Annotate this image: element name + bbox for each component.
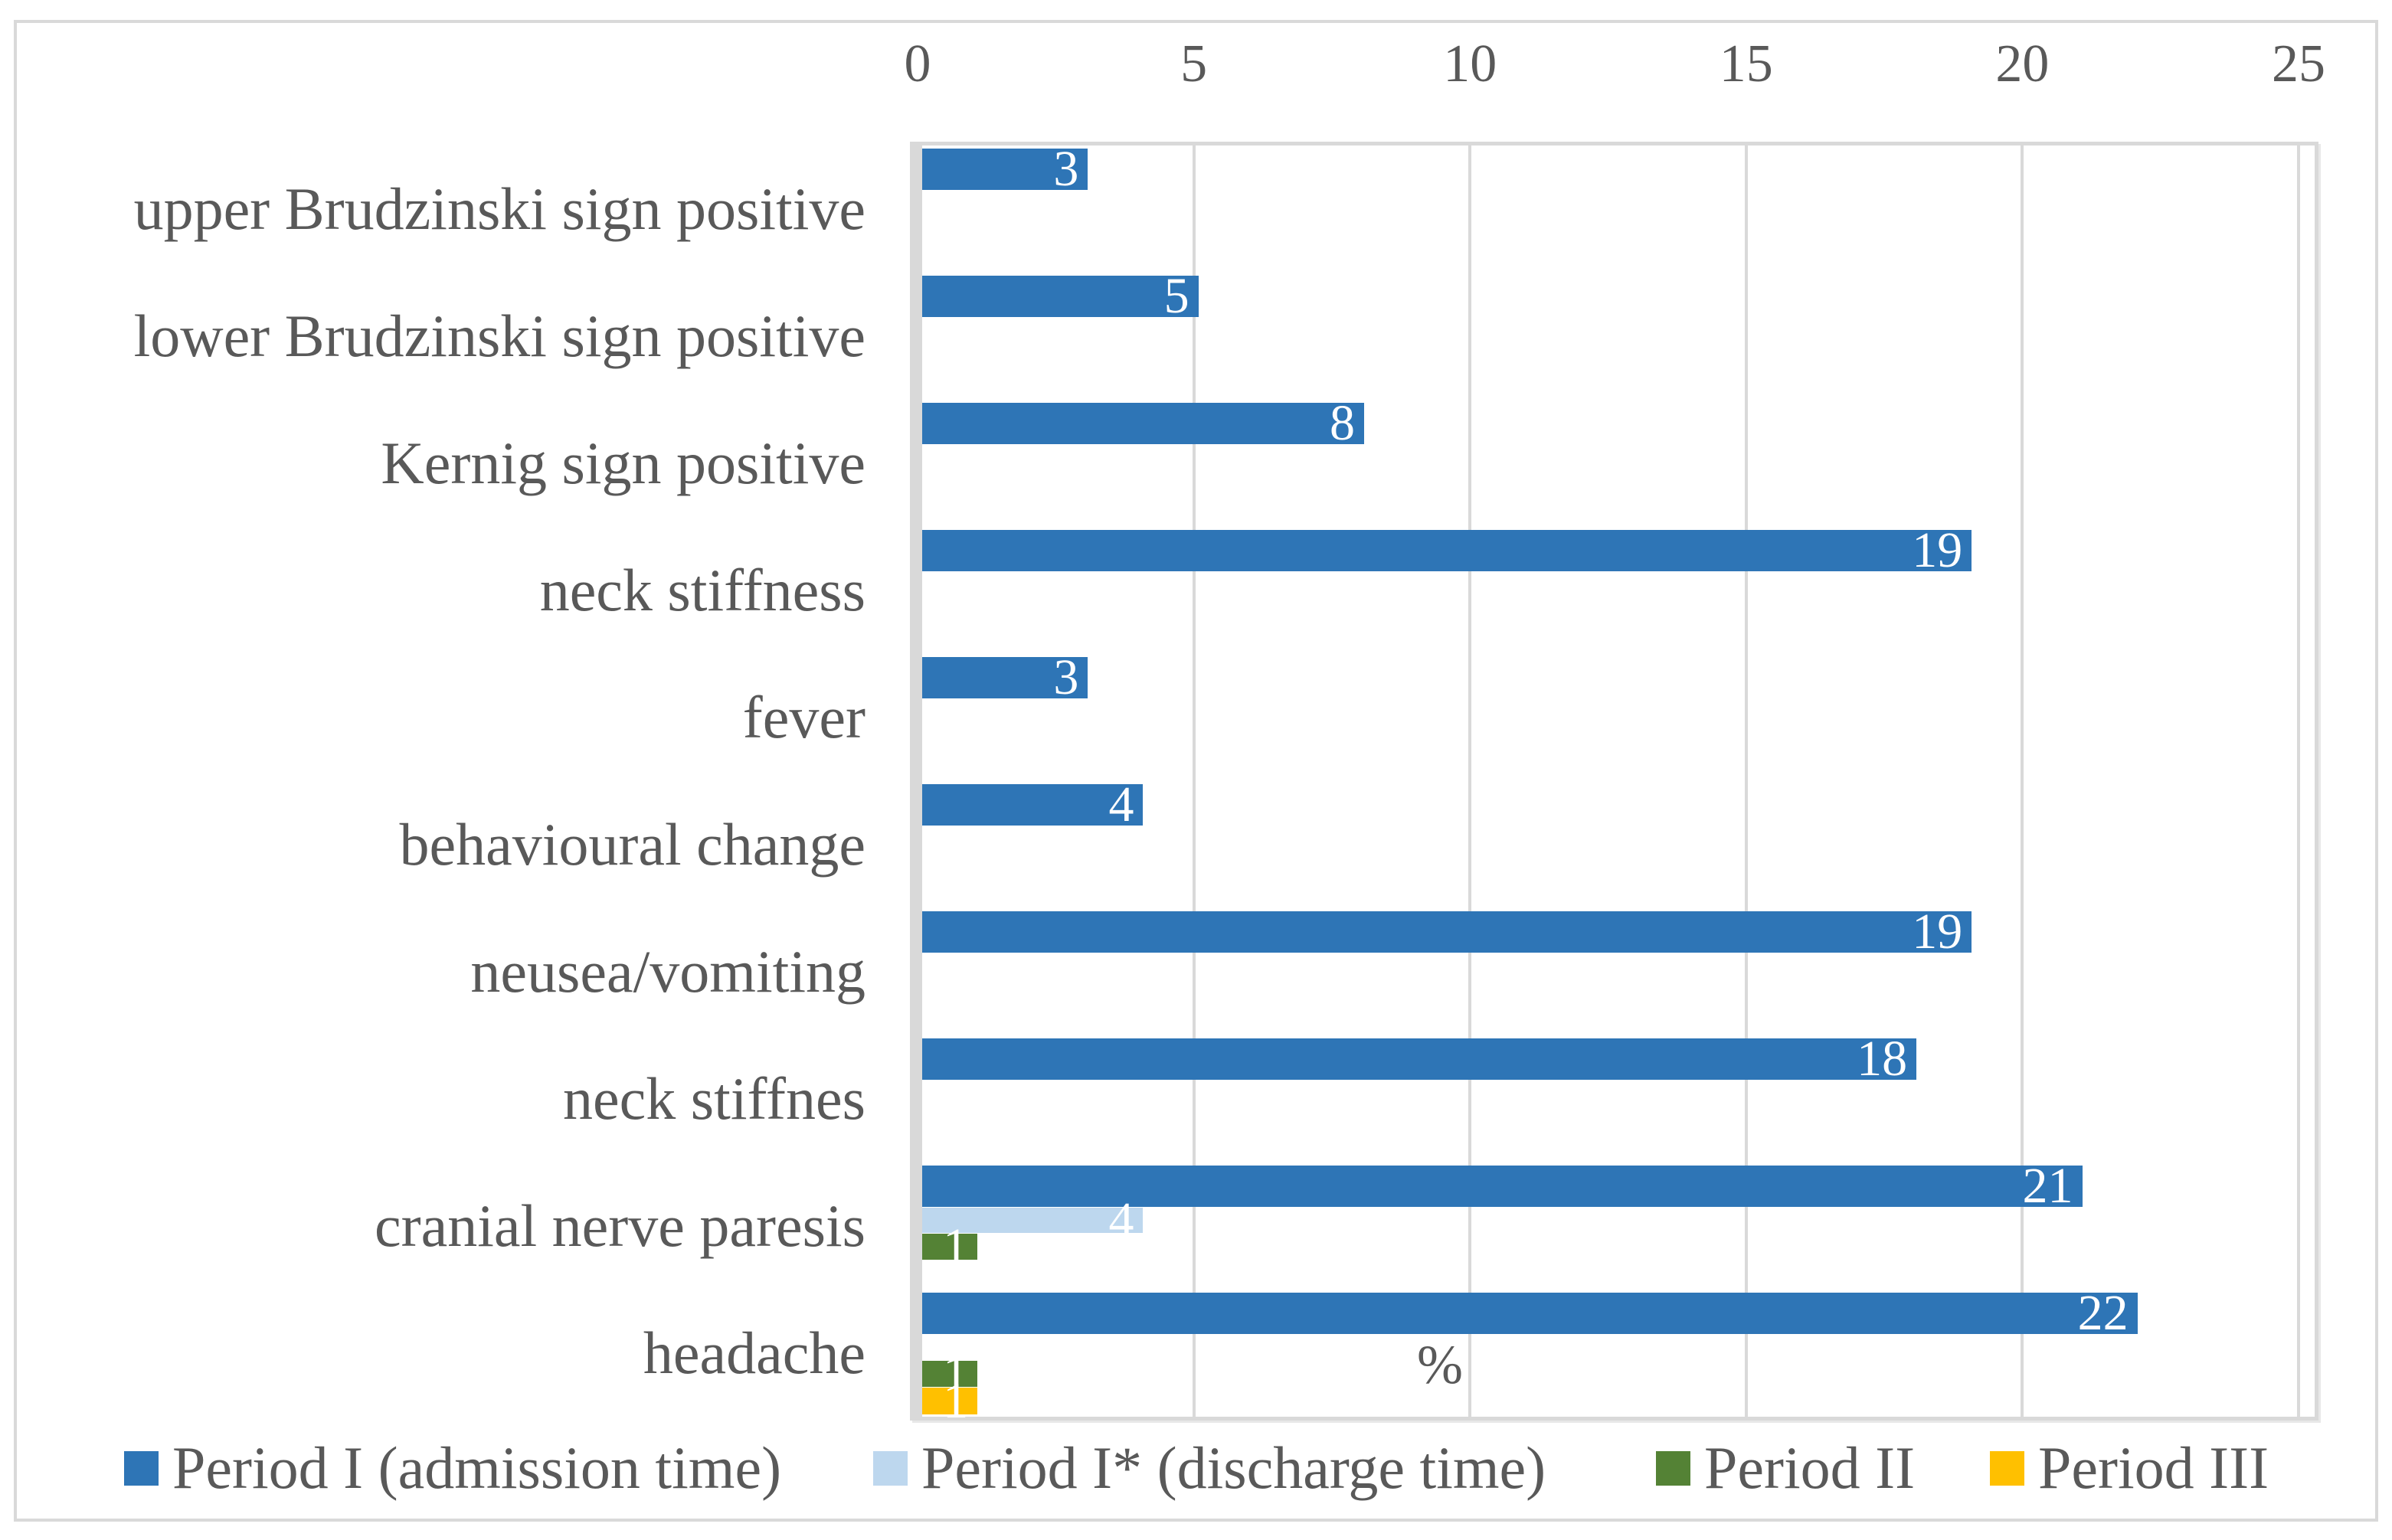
category-label: Kernig sign positive xyxy=(381,430,866,496)
bar-value-label: 3 xyxy=(1053,649,1079,705)
legend-label: Period I (admission time) xyxy=(172,1434,782,1501)
category-label: headache xyxy=(643,1319,866,1386)
legend-item: Period I* (discharge time) xyxy=(873,1434,1546,1501)
bar: 3 xyxy=(922,144,1088,195)
x-axis: 0 5 10 15 20 25 xyxy=(0,28,2392,101)
legend-marker-icon xyxy=(1656,1450,1690,1486)
x-tick: 10 xyxy=(1443,34,1497,93)
category-band: 8 xyxy=(922,398,2315,527)
legend-label: Period I* (discharge time) xyxy=(921,1434,1546,1501)
bar-value-label: 1 xyxy=(943,1372,969,1429)
category-label: cranial nerve paresis xyxy=(375,1192,866,1259)
x-tick: 25 xyxy=(2272,34,2325,93)
category-band: 21 4 1 xyxy=(922,1161,2315,1290)
x-tick: 20 xyxy=(1995,34,2050,93)
category-band: 19 xyxy=(922,907,2315,1035)
bar: 8 xyxy=(922,398,1364,449)
bar: 22 xyxy=(922,1288,2138,1339)
legend-item: Period I (admission time) xyxy=(124,1434,782,1501)
category-label: neusea/vomiting xyxy=(470,938,866,1005)
category-band: 3 xyxy=(922,144,2315,273)
category-label: behavioural change xyxy=(399,811,866,878)
bar: 3 xyxy=(922,652,1088,703)
legend-marker-icon xyxy=(873,1450,908,1486)
x-tick: 15 xyxy=(1719,34,1773,93)
bar-value-label: 22 xyxy=(2077,1285,2129,1341)
gridline xyxy=(1744,145,1748,1417)
legend: Period I (admission time) Period I* (disc… xyxy=(0,1434,2392,1501)
legend-marker-icon xyxy=(124,1450,159,1486)
bar-value-label: 21 xyxy=(2022,1158,2073,1214)
bar: 1 xyxy=(922,1221,978,1272)
gridline xyxy=(2021,145,2024,1417)
category-label: neck stiffnes xyxy=(563,1065,866,1132)
category-band: 5 xyxy=(922,271,2315,400)
x-tick: 0 xyxy=(904,34,931,93)
category-band: 18 xyxy=(922,1034,2315,1162)
bar-value-label: 8 xyxy=(1329,395,1355,451)
x-tick: 5 xyxy=(1180,34,1208,93)
bar: 18 xyxy=(922,1034,1917,1084)
bar: 1 xyxy=(922,1349,978,1399)
bar: 4 xyxy=(922,780,1144,830)
category-label: upper Brudzinski sign positive xyxy=(133,175,866,242)
bar: 19 xyxy=(922,525,1972,576)
category-label: neck stiffness xyxy=(539,557,866,623)
bar: 21 xyxy=(922,1161,2083,1211)
bar-value-label: 3 xyxy=(1053,141,1079,197)
bar-value-label: 18 xyxy=(1857,1031,1908,1087)
bar-value-label: 4 xyxy=(1108,1192,1134,1248)
gridline xyxy=(1468,145,1472,1417)
bar: 19 xyxy=(922,907,1972,957)
category-band: 3 xyxy=(922,652,2315,781)
legend-item: Period II xyxy=(1656,1434,1916,1501)
category-label: fever xyxy=(742,684,866,750)
bar: 4 xyxy=(922,1195,1144,1245)
bar-value-label: 4 xyxy=(1108,777,1134,832)
legend-label: Period II xyxy=(1704,1434,1916,1501)
bar-value-label: 1 xyxy=(943,1218,969,1274)
category-band: 4 xyxy=(922,780,2315,908)
legend-marker-icon xyxy=(1990,1450,2024,1486)
gridline xyxy=(2297,145,2300,1417)
plot-area: 3 5 8 19 3 4 19 18 21 4 1 22 1 1 xyxy=(910,142,2318,1426)
bar: 5 xyxy=(922,271,1199,322)
bar-value-label: 5 xyxy=(1163,268,1189,324)
bar: 1 xyxy=(922,1375,978,1426)
category-band: 19 xyxy=(922,525,2315,654)
category-label: lower Brudzinski sign positive xyxy=(133,302,866,369)
category-band: 22 1 1 xyxy=(922,1288,2315,1426)
legend-item: Period III xyxy=(1990,1434,2269,1501)
legend-label: Period III xyxy=(2038,1434,2269,1501)
percent-axis-label: % xyxy=(1417,1333,1463,1395)
gridline xyxy=(1192,145,1196,1417)
bar-value-label: 19 xyxy=(1912,904,1963,960)
bar-value-label: 19 xyxy=(1912,522,1963,578)
